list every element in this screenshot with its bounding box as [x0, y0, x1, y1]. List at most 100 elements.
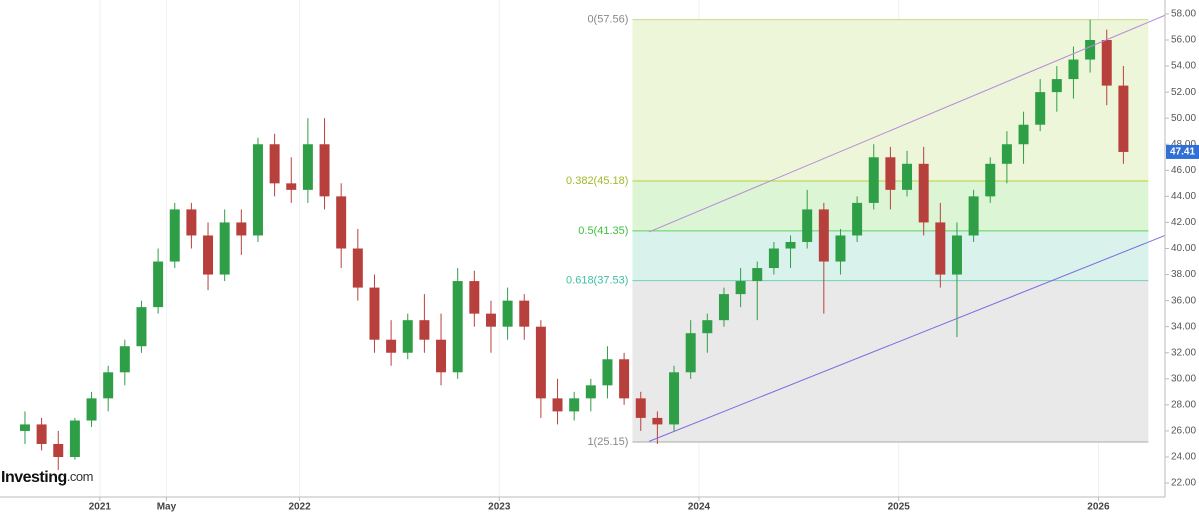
- candle-body: [802, 209, 813, 242]
- candle-body: [19, 424, 30, 431]
- candle-body: [469, 281, 480, 314]
- candle-body: [852, 202, 863, 236]
- last-price-label: 47.41: [1170, 147, 1195, 158]
- candle-body: [835, 235, 846, 262]
- y-tick-label: 26.00: [1171, 426, 1196, 437]
- candle-body: [652, 417, 663, 425]
- candle-body: [402, 320, 413, 353]
- candle-body: [519, 300, 530, 327]
- candle-body: [669, 372, 680, 425]
- candle-body: [718, 294, 729, 321]
- x-tick-label: 2026: [1087, 502, 1110, 513]
- y-tick-label: 28.00: [1171, 400, 1196, 411]
- candle-body: [252, 144, 263, 236]
- candle-body: [818, 209, 829, 262]
- y-tick-label: 38.00: [1171, 269, 1196, 280]
- candle-body: [785, 241, 796, 249]
- candle-body: [336, 196, 347, 249]
- candle-body: [1018, 124, 1029, 145]
- trendline: [648, 14, 1166, 233]
- fib-level-label: 1(25.15): [587, 436, 628, 448]
- candle-body: [69, 420, 80, 457]
- x-tick-label: 2022: [288, 502, 311, 513]
- candle-body: [386, 339, 397, 353]
- candle-body: [752, 268, 763, 282]
- candle-body: [36, 424, 47, 444]
- candle-body: [1051, 79, 1062, 93]
- candle-body: [552, 398, 563, 412]
- candle-body: [685, 333, 696, 373]
- candle-body: [985, 163, 996, 197]
- y-tick-label: 58.00: [1171, 9, 1196, 20]
- candle-body: [436, 339, 447, 373]
- candle-body: [53, 443, 64, 457]
- y-tick-label: 50.00: [1171, 113, 1196, 124]
- trendline: [648, 235, 1166, 442]
- candle-body: [602, 359, 613, 386]
- candle-body: [369, 287, 380, 340]
- candle-body: [885, 157, 896, 190]
- candle-body: [1068, 59, 1079, 80]
- candle-body: [635, 398, 646, 418]
- y-tick-label: 52.00: [1171, 87, 1196, 98]
- y-tick-label: 24.00: [1171, 452, 1196, 463]
- candle-body: [119, 346, 130, 373]
- fib-level-label: 0.382(45.18): [566, 175, 628, 187]
- candle-body: [203, 235, 214, 275]
- fib-level-label: 0.618(37.53): [566, 275, 628, 287]
- candle-body: [86, 398, 97, 421]
- candle-body: [968, 196, 979, 236]
- candle-body: [1118, 85, 1129, 152]
- candle-body: [1101, 40, 1112, 86]
- candle-body: [153, 261, 164, 308]
- candle-body: [452, 281, 463, 373]
- x-tick-label: 2025: [888, 502, 911, 513]
- brand-logo: Investing.com: [1, 469, 93, 486]
- fib-zones: 0(57.56) 0.382(45.18) 0.5(41.35) 0.618(37.5…: [99, 0, 1149, 497]
- candle-body: [702, 320, 713, 334]
- y-tick-label: 48.00: [1171, 139, 1196, 150]
- y-tick-label: 56.00: [1171, 35, 1196, 46]
- fib-zone: [632, 280, 1149, 443]
- candle-body: [868, 157, 879, 203]
- x-tick-label: 2021: [89, 502, 112, 513]
- candle-body: [1001, 144, 1012, 164]
- candle-body: [219, 222, 230, 275]
- candle-body: [169, 209, 180, 262]
- candle-body: [103, 372, 114, 399]
- brand-suffix: .com: [67, 469, 93, 484]
- plot: [19, 14, 1166, 471]
- candle-body: [319, 144, 330, 197]
- candle-body: [236, 222, 247, 236]
- y-tick-label: 42.00: [1171, 217, 1196, 228]
- brand-name: Investing: [1, 469, 67, 486]
- y-tick-label: 34.00: [1171, 321, 1196, 332]
- x-tick-label: May: [157, 502, 177, 513]
- candle-body: [735, 281, 746, 295]
- candle-body: [186, 209, 197, 236]
- candle-body: [352, 248, 363, 288]
- candle-body: [302, 144, 313, 190]
- fib-zone: [632, 230, 1149, 281]
- candle-body: [918, 163, 929, 223]
- y-tick-label: 36.00: [1171, 295, 1196, 306]
- candle-body: [535, 326, 546, 399]
- candle-body: [935, 222, 946, 275]
- y-tick-label: 40.00: [1171, 243, 1196, 254]
- candle-body: [502, 300, 513, 327]
- candle-body: [269, 144, 280, 184]
- candle-body: [768, 248, 779, 269]
- x-tick-label: 2023: [488, 502, 511, 513]
- candle-body: [585, 385, 596, 399]
- candle-body: [1035, 92, 1046, 125]
- x-tick-label: 2024: [688, 502, 711, 513]
- candle-body: [485, 313, 496, 327]
- y-tick-label: 32.00: [1171, 347, 1196, 358]
- candle-body: [286, 183, 297, 190]
- fib-level-label: 0.5(41.35): [578, 225, 628, 237]
- y-tick-label: 30.00: [1171, 373, 1196, 384]
- candle-body: [419, 320, 430, 340]
- candle-body: [902, 163, 913, 190]
